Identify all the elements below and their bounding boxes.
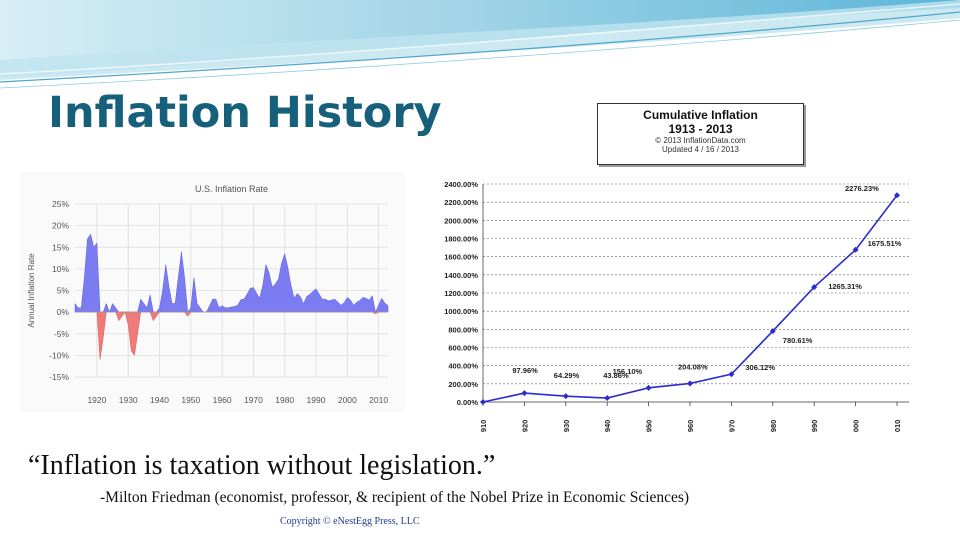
data-label: 156.10%: [613, 367, 643, 376]
y-tick-label: 1400.00%: [444, 271, 478, 280]
y-tick-label: 10%: [52, 264, 69, 274]
data-label: 97.96%: [512, 366, 538, 375]
y-tick-label: 1600.00%: [444, 253, 478, 262]
data-point: [894, 192, 900, 199]
y-tick-label: 1200.00%: [444, 289, 478, 298]
data-point: [604, 395, 611, 402]
copyright-notice: Copyright © eNestEgg Press, LLC: [280, 516, 420, 527]
data-point: [521, 390, 528, 397]
y-tick-label: 2200.00%: [444, 198, 478, 207]
data-point: [811, 284, 818, 291]
x-tick-label: 1950: [645, 420, 654, 432]
data-point: [728, 371, 735, 378]
inflation-rate-chart: U.S. Inflation Rate Annual Inflation Rate…: [20, 172, 405, 412]
y-tick-label: 2000.00%: [444, 216, 478, 225]
data-label: 306.12%: [745, 363, 775, 372]
chart-source: © 2013 InflationData.com: [655, 136, 746, 145]
x-tick-label: 1920: [87, 395, 106, 405]
data-point: [769, 328, 776, 335]
data-point: [852, 246, 859, 253]
x-tick-label: 2000: [338, 395, 357, 405]
y-axis-label: Annual Inflation Rate: [27, 253, 36, 328]
chart-title: Cumulative Inflation: [643, 108, 758, 122]
data-label: 780.61%: [783, 336, 813, 345]
data-label: 1675.51%: [868, 239, 902, 248]
y-tick-label: 5%: [57, 286, 70, 296]
x-tick-label: 1910: [479, 420, 488, 432]
data-point: [687, 380, 693, 387]
y-tick-label: 600.00%: [448, 344, 478, 353]
x-tick-label: 1970: [727, 420, 736, 432]
data-label: 43.86%: [603, 371, 629, 380]
y-tick-label: 800.00%: [448, 325, 478, 334]
x-tick-label: 1930: [562, 420, 571, 432]
data-label: 204.08%: [678, 362, 708, 371]
x-tick-label: 1950: [181, 395, 200, 405]
data-point: [562, 393, 569, 400]
x-tick-label: 1920: [520, 420, 529, 432]
y-tick-label: 200.00%: [448, 380, 478, 389]
x-tick-label: 1940: [603, 420, 612, 432]
x-tick-label: 1990: [307, 395, 326, 405]
cumulative-chart-title-box: Cumulative Inflation 1913 - 2013 © 2013 …: [597, 103, 804, 165]
x-tick-label: 2010: [369, 395, 388, 405]
x-tick-label: 2000: [852, 420, 861, 432]
data-label: 2276.23%: [845, 184, 879, 193]
slide-title: Inflation History: [48, 88, 442, 138]
data-label: 64.29%: [554, 371, 580, 380]
x-tick-label: 1930: [119, 395, 138, 405]
y-tick-label: 0%: [57, 307, 70, 317]
y-tick-label: 2400.00%: [444, 180, 478, 189]
quote-text: “Inflation is taxation without legislati…: [28, 450, 496, 481]
y-tick-label: 400.00%: [448, 362, 478, 371]
x-tick-label: 1940: [150, 395, 169, 405]
y-tick-label: 15%: [52, 242, 69, 252]
x-tick-label: 1960: [686, 420, 695, 432]
x-tick-label: 2010: [893, 420, 902, 432]
y-tick-label: -15%: [49, 372, 69, 382]
y-tick-label: -10%: [49, 350, 69, 360]
chart-subtitle: 1913 - 2013: [668, 122, 733, 136]
x-tick-label: 1960: [213, 395, 232, 405]
y-tick-label: -5%: [54, 329, 70, 339]
data-point: [480, 399, 486, 405]
quote-attribution: -Milton Friedman (economist, professor, …: [100, 489, 690, 506]
y-tick-label: 20%: [52, 221, 69, 231]
y-tick-label: 1000.00%: [444, 307, 478, 316]
chart-updated: Updated 4 / 16 / 2013: [662, 145, 739, 154]
data-point: [645, 384, 652, 391]
data-label: 1265.31%: [828, 282, 862, 291]
x-tick-label: 1990: [810, 420, 819, 432]
x-tick-label: 1980: [769, 420, 778, 432]
y-tick-label: 1800.00%: [444, 235, 478, 244]
x-tick-label: 1980: [275, 395, 294, 405]
chart-title: U.S. Inflation Rate: [195, 184, 268, 194]
y-tick-label: 25%: [52, 199, 69, 209]
header-banner: [0, 0, 960, 89]
cumulative-inflation-chart: 2400.00% 2200.00% 2000.00% 1800.00% 1600.00%…: [444, 180, 909, 432]
y-tick-label: 0.00%: [457, 398, 479, 407]
x-tick-label: 1970: [244, 395, 263, 405]
